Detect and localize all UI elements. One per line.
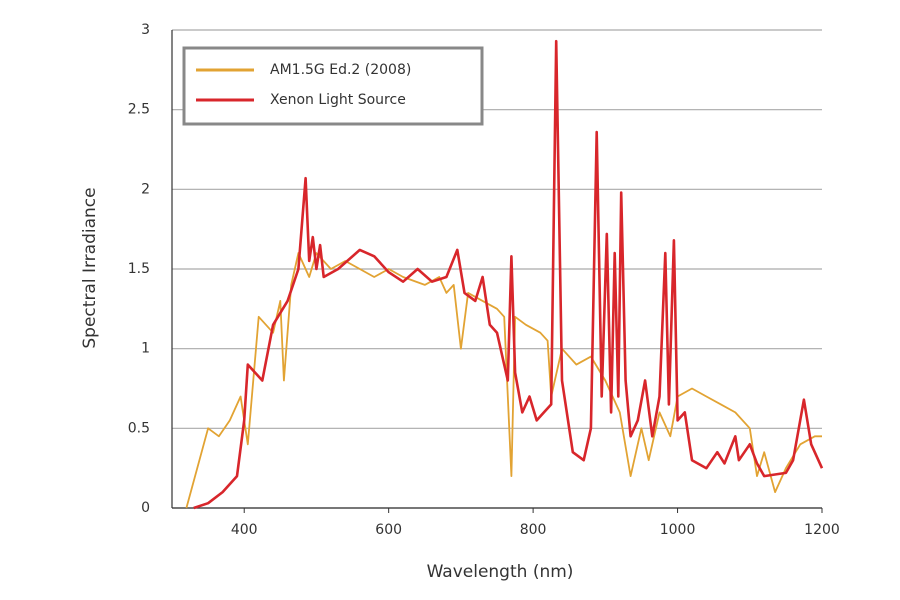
legend-label: Xenon Light Source bbox=[270, 92, 406, 108]
series-line bbox=[185, 252, 822, 509]
legend-box bbox=[182, 46, 484, 126]
y-tick-label: 0.5 bbox=[128, 420, 150, 436]
y-tick-label: 1 bbox=[141, 341, 150, 357]
y-tick-label: 3 bbox=[141, 22, 150, 38]
x-tick-label: 800 bbox=[520, 522, 547, 538]
y-tick-label: 0 bbox=[141, 500, 150, 516]
x-tick-label: 600 bbox=[375, 522, 402, 538]
series-line bbox=[193, 39, 824, 510]
y-tick-label: 2 bbox=[141, 181, 150, 197]
x-tick-label: 1200 bbox=[804, 522, 840, 538]
legend-label: AM1.5G Ed.2 (2008) bbox=[270, 62, 411, 78]
x-tick-label: 400 bbox=[231, 522, 258, 538]
y-tick-label: 1.5 bbox=[128, 261, 150, 277]
y-axis-label: Spectral Irradiance bbox=[80, 187, 100, 348]
x-tick-label: 1000 bbox=[660, 522, 696, 538]
x-axis-label: Wavelength (nm) bbox=[427, 562, 574, 582]
y-tick-label: 2.5 bbox=[128, 102, 150, 118]
